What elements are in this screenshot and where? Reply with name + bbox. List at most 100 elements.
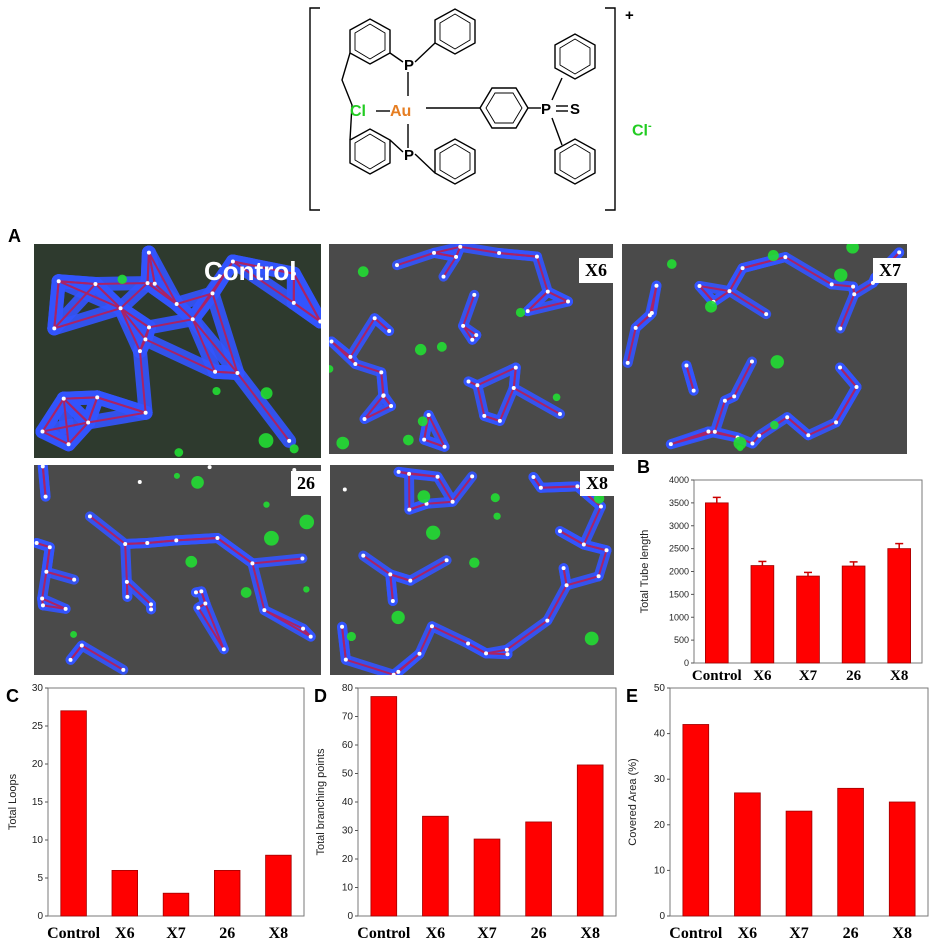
bar <box>112 870 138 916</box>
bar <box>683 724 709 916</box>
benzene-ring <box>555 34 595 79</box>
branch-point <box>199 589 203 593</box>
cell-blob <box>770 421 779 430</box>
branch-point <box>897 250 901 254</box>
category-label: X8 <box>269 925 289 942</box>
tube-segment <box>237 373 289 441</box>
category-label: 26 <box>219 925 235 942</box>
branch-point <box>301 627 305 631</box>
y-tick-label: 0 <box>37 911 43 922</box>
branch-point <box>472 293 476 297</box>
branch-point <box>153 282 157 286</box>
branch-point <box>566 300 570 304</box>
category-label: X7 <box>166 925 186 942</box>
bar <box>705 503 728 663</box>
cell-blob <box>185 556 197 568</box>
branch-point <box>692 389 696 393</box>
branch-point <box>855 385 859 389</box>
branch-point <box>650 311 654 315</box>
branch-point <box>196 606 200 610</box>
tube-segment <box>507 621 547 650</box>
branch-point <box>149 602 153 606</box>
bar <box>889 802 915 916</box>
branch-point <box>287 439 291 443</box>
branch-point <box>474 333 478 337</box>
sulfur-label: S <box>570 101 580 118</box>
tube-segment <box>584 507 601 545</box>
bar <box>214 870 240 916</box>
cell-blob <box>493 513 500 520</box>
micrograph-x8: X8 <box>330 465 614 675</box>
cell-blob <box>358 266 369 277</box>
panel-letter-a: A <box>8 226 21 247</box>
benzene-ring <box>350 129 390 174</box>
branch-point <box>344 658 348 662</box>
branch-point <box>340 625 344 629</box>
branch-point <box>605 548 609 552</box>
bar <box>526 822 552 916</box>
benzene-ring <box>555 139 595 184</box>
charge-label: + <box>625 7 634 24</box>
cell-blob <box>299 515 314 530</box>
branch-point <box>40 597 44 601</box>
branch-point <box>430 624 434 628</box>
bar <box>838 788 864 916</box>
branch-point <box>300 556 304 560</box>
y-tick-label: 10 <box>654 865 666 876</box>
category-label: Control <box>669 925 723 942</box>
branch-point <box>669 442 673 446</box>
branch-point <box>250 561 254 565</box>
cell-blob <box>261 387 273 399</box>
cell-blob <box>212 387 220 395</box>
tube-network <box>622 244 907 454</box>
cell-blob <box>516 308 525 317</box>
cell-blob <box>264 531 279 546</box>
branch-point <box>119 306 123 310</box>
branch-point <box>597 574 601 578</box>
branch-point <box>203 601 207 605</box>
cell-blob <box>290 444 299 453</box>
branch-point <box>57 279 61 283</box>
cell-blob <box>415 344 426 355</box>
bar <box>751 566 774 663</box>
cell-blob <box>418 416 428 426</box>
branch-point <box>806 433 810 437</box>
branch-point <box>175 302 179 306</box>
branch-point <box>125 580 129 584</box>
branch-point <box>194 590 198 594</box>
branch-point <box>44 495 48 499</box>
branch-point <box>432 251 436 255</box>
branch-point <box>445 558 449 562</box>
y-tick-label: 500 <box>674 635 689 645</box>
branch-point <box>458 245 462 249</box>
branch-point <box>145 541 149 545</box>
branch-point <box>388 572 392 576</box>
cell-blob <box>391 611 404 624</box>
branch-point <box>713 430 717 434</box>
bar <box>786 811 812 916</box>
branch-point <box>138 480 142 484</box>
micrograph-label: X7 <box>873 258 907 283</box>
cell-blob <box>737 445 743 451</box>
tube-segment <box>734 362 752 397</box>
branch-point <box>467 379 471 383</box>
branch-point <box>427 413 431 417</box>
branch-point <box>191 317 195 321</box>
tube-segment <box>547 585 566 620</box>
branch-point <box>558 529 562 533</box>
category-label: X6 <box>426 925 446 942</box>
branch-point <box>475 383 479 387</box>
y-tick-label: 25 <box>32 721 44 732</box>
branch-point <box>72 578 76 582</box>
bar <box>797 576 820 663</box>
branch-point <box>143 337 147 341</box>
tube-network <box>330 465 614 675</box>
y-tick-label: 10 <box>342 883 354 894</box>
branch-point <box>505 648 509 652</box>
branch-point <box>497 251 501 255</box>
branch-point <box>353 362 357 366</box>
cell-blob <box>846 244 859 254</box>
branch-point <box>144 411 148 415</box>
